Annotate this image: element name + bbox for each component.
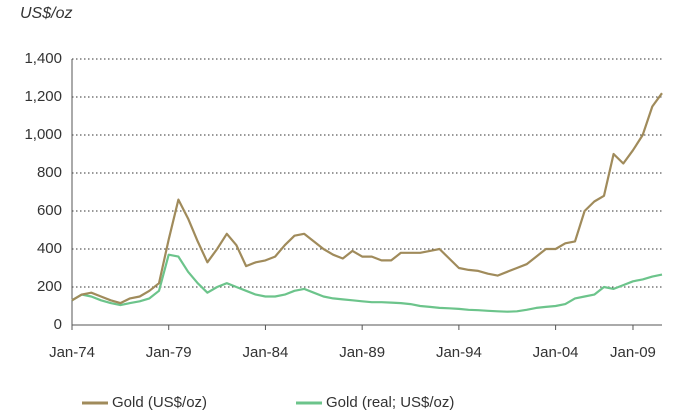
y-tick-label: 600	[37, 202, 62, 219]
y-tick-label: 400	[37, 240, 62, 257]
y-tick-label: 1,000	[24, 126, 62, 143]
x-tick-label: Jan-74	[49, 344, 95, 361]
x-tick-label: Jan-04	[533, 344, 579, 361]
y-tick-label: 0	[54, 316, 62, 333]
x-tick-label: Jan-79	[146, 344, 192, 361]
x-tick-label: Jan-84	[243, 344, 289, 361]
y-axis-label: US$/oz	[20, 5, 72, 22]
line-series	[71, 253, 663, 313]
legend-label: Gold (real; US$/oz)	[326, 394, 454, 411]
y-tick-label: 800	[37, 164, 62, 181]
line-series	[71, 92, 663, 305]
y-tick-label: 200	[37, 278, 62, 295]
legend-label: Gold (US$/oz)	[112, 394, 207, 411]
x-tick-label: Jan-89	[339, 344, 385, 361]
y-tick-label: 1,200	[24, 88, 62, 105]
x-tick-label: Jan-09	[610, 344, 656, 361]
y-tick-label: 1,400	[24, 50, 62, 67]
x-tick-label: Jan-94	[436, 344, 482, 361]
